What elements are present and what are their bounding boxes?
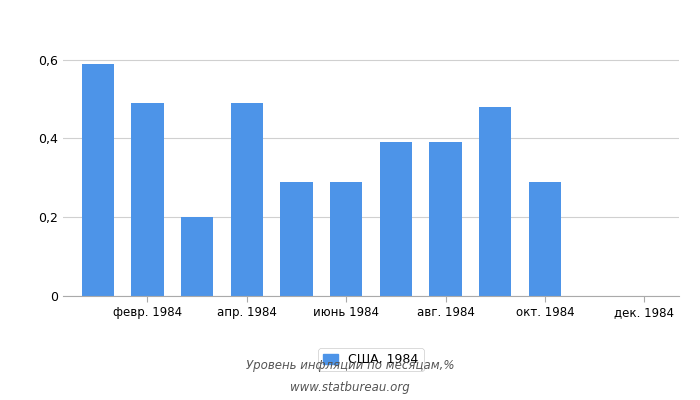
Bar <box>82 64 114 296</box>
Bar <box>330 182 363 296</box>
Bar <box>379 142 412 296</box>
Bar <box>429 142 462 296</box>
Bar <box>479 107 511 296</box>
Text: Уровень инфляции по месяцам,%: Уровень инфляции по месяцам,% <box>246 360 454 372</box>
Bar <box>132 103 164 296</box>
Bar <box>280 182 313 296</box>
Bar <box>528 182 561 296</box>
Legend: США, 1984: США, 1984 <box>318 348 424 371</box>
Bar <box>181 217 214 296</box>
Text: www.statbureau.org: www.statbureau.org <box>290 382 410 394</box>
Bar <box>231 103 263 296</box>
